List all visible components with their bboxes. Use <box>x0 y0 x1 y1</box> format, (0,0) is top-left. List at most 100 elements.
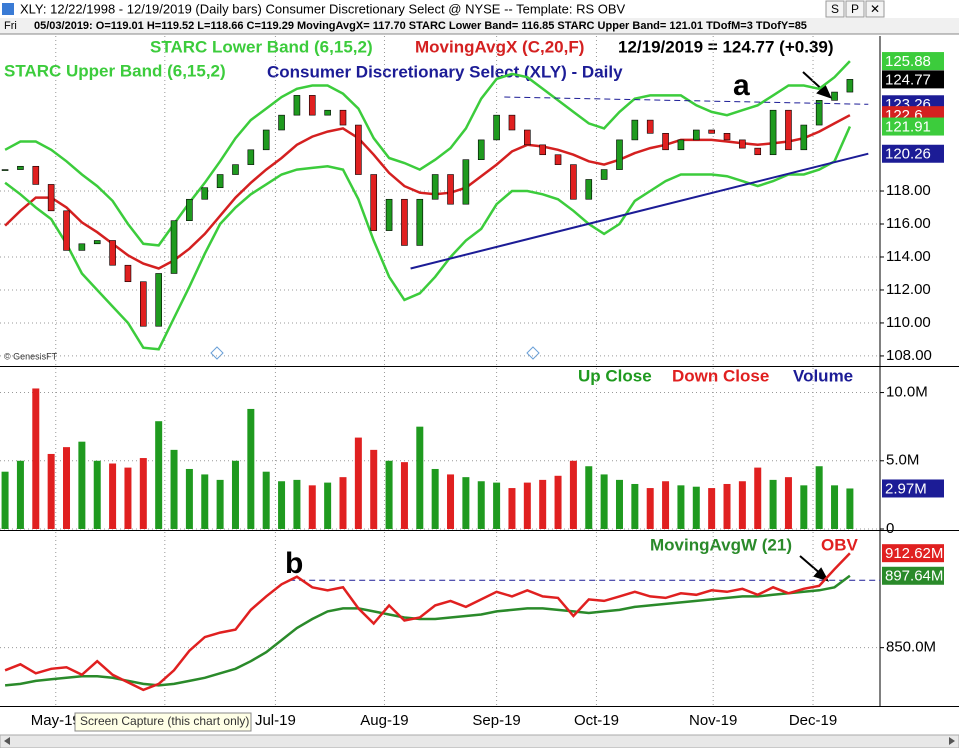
candle <box>47 184 55 212</box>
trend-line <box>410 152 869 270</box>
volume-bar <box>308 485 316 529</box>
value-box-label: 897.64M <box>885 568 943 585</box>
y-tick-label: 114.00 <box>886 248 931 265</box>
button-label[interactable]: S <box>831 2 839 16</box>
volume-bar <box>585 466 593 529</box>
candle <box>216 174 224 189</box>
volume-bar <box>708 488 716 529</box>
volume-bar <box>247 408 255 529</box>
series-line <box>4 552 851 692</box>
volume-bar <box>16 460 24 529</box>
legend-entry: Down Close <box>672 366 769 385</box>
candle <box>815 100 823 126</box>
volume-bar <box>831 485 839 529</box>
value-box <box>882 117 944 136</box>
candle <box>585 179 593 200</box>
candle <box>616 139 623 170</box>
candle <box>93 240 101 245</box>
button[interactable] <box>865 0 885 18</box>
candle <box>447 174 454 205</box>
candle <box>846 79 854 93</box>
volume-bar <box>431 468 439 529</box>
volume-bar <box>170 449 178 529</box>
volume-bar <box>508 488 516 529</box>
button[interactable] <box>825 0 845 18</box>
candle <box>170 220 178 274</box>
candle <box>416 198 424 246</box>
value-box <box>882 566 944 585</box>
volume-bar <box>278 481 286 529</box>
volume-bar <box>692 486 700 529</box>
volume-bar <box>370 449 378 529</box>
volume-bar <box>662 481 670 529</box>
volume-bar <box>185 468 193 529</box>
legend-entry: OBV <box>821 535 859 554</box>
volume-bar <box>262 471 270 529</box>
x-tick-label: Sep-19 <box>472 712 520 729</box>
candle <box>1 169 9 171</box>
volume-bar <box>47 453 55 529</box>
annotation: a <box>733 69 750 102</box>
volume-bar <box>554 475 562 529</box>
volume-bar <box>523 482 531 529</box>
value-box-label: 120.26 <box>885 146 931 163</box>
event-icon[interactable] <box>526 346 540 360</box>
volume-bar <box>400 462 408 529</box>
value-box <box>882 144 944 163</box>
volume-bar <box>216 479 224 529</box>
value-box-label: 121.91 <box>885 119 931 136</box>
volume-bar <box>416 426 424 529</box>
candle <box>431 174 439 200</box>
x-tick-label: Jul-19 <box>255 712 296 729</box>
arrow <box>802 71 832 99</box>
volume-bar <box>493 482 501 529</box>
candle <box>477 139 485 160</box>
window-title: XLY: 12/22/1998 - 12/19/2019 (Daily bars… <box>20 1 626 16</box>
legend-entry: STARC Lower Band (6,15,2) <box>150 37 373 56</box>
last-quote: 12/19/2019 = 124.77 (+0.39) <box>618 37 834 56</box>
candle <box>785 109 792 151</box>
candle <box>370 174 378 231</box>
y-tick-label: 112.00 <box>886 281 931 298</box>
volume-bar <box>155 421 163 529</box>
y-tick-label: 110.00 <box>886 314 931 331</box>
button-label[interactable]: P <box>851 2 859 16</box>
candle <box>324 109 331 116</box>
scrollbar[interactable] <box>0 734 959 748</box>
value-box <box>882 479 944 498</box>
volume-bar <box>324 482 332 529</box>
scroll-left[interactable] <box>4 737 10 745</box>
button[interactable] <box>845 0 865 18</box>
value-box-label: 912.62M <box>885 545 943 562</box>
value-box-label: 124.77 <box>885 71 931 88</box>
candle <box>232 164 239 175</box>
volume-bar <box>569 460 577 529</box>
x-tick-label: May-19 <box>31 712 81 729</box>
candle <box>769 109 777 156</box>
candle <box>493 114 500 141</box>
button-label[interactable]: ✕ <box>870 2 880 16</box>
volume-bar <box>846 488 854 529</box>
legend-entry: STARC Upper Band (6,15,2) <box>4 61 226 80</box>
volume-bar <box>78 441 86 529</box>
volume-bar <box>339 477 347 529</box>
candle <box>554 154 562 165</box>
candle <box>262 129 270 151</box>
volume-bar <box>447 474 455 529</box>
candle <box>140 281 147 327</box>
event-icon[interactable] <box>210 346 224 360</box>
candle <box>646 119 654 134</box>
y-tick-label: 850.0M <box>886 639 936 656</box>
candle <box>401 198 408 246</box>
info-text: 05/03/2019: O=119.01 H=119.52 L=118.66 C… <box>34 20 807 32</box>
volume-bar <box>800 485 808 529</box>
volume-bar <box>769 479 777 529</box>
candle <box>570 164 577 200</box>
legend-entry: MovingAvgW (21) <box>650 535 792 554</box>
scroll-right[interactable] <box>949 737 955 745</box>
candle <box>677 139 685 151</box>
plot-area: May-19Jun-19Jul-19Aug-19Sep-19Oct-19Nov-… <box>0 36 959 729</box>
volume-bar <box>539 479 547 529</box>
volume-bar <box>93 460 101 529</box>
legend-entry: Volume <box>793 366 853 385</box>
